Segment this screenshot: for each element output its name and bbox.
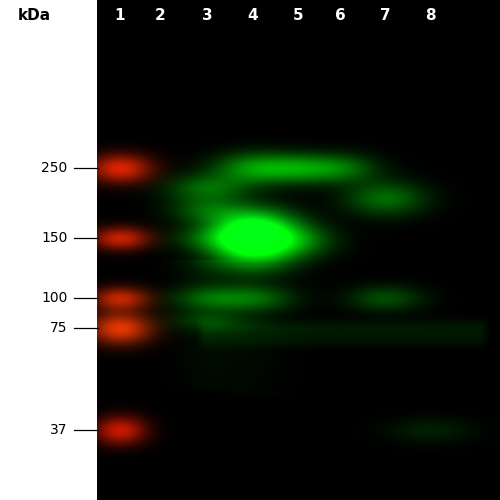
- Text: 2: 2: [154, 8, 166, 24]
- Text: 7: 7: [380, 8, 390, 24]
- Text: 6: 6: [334, 8, 345, 24]
- Text: 75: 75: [50, 321, 68, 335]
- Text: kDa: kDa: [18, 8, 50, 24]
- Text: 4: 4: [248, 8, 258, 24]
- Text: 5: 5: [292, 8, 304, 24]
- Text: 3: 3: [202, 8, 212, 24]
- Text: 250: 250: [41, 161, 68, 175]
- Text: 37: 37: [50, 423, 68, 437]
- Text: 150: 150: [41, 231, 68, 245]
- Text: 8: 8: [424, 8, 436, 24]
- Text: 1: 1: [115, 8, 125, 24]
- Text: 100: 100: [41, 291, 68, 305]
